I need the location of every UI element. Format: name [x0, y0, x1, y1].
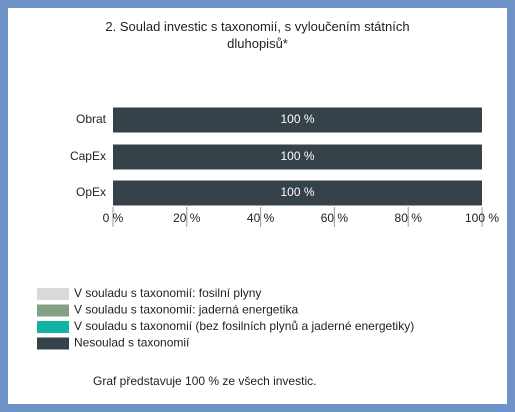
data-label: 100 % — [280, 185, 314, 199]
bar-segment — [113, 144, 482, 170]
bar-segment — [113, 107, 482, 133]
y-tick-label: CapEx — [70, 149, 106, 163]
y-tick-label: Obrat — [76, 112, 107, 126]
x-tick-label: 40 % — [247, 211, 275, 225]
note: Graf představuje 100 % ze všech investic… — [93, 374, 316, 388]
legend-label: V souladu s taxonomií (bez fosilních ply… — [74, 319, 414, 333]
legend-swatch — [37, 337, 69, 350]
y-tick-label: OpEx — [76, 185, 106, 199]
legend-swatch — [37, 321, 69, 333]
panel — [8, 8, 507, 404]
data-label: 100 % — [280, 112, 314, 126]
legend-label: Nesoulad s taxonomií — [74, 336, 190, 350]
legend-label: V souladu s taxonomií: fosilní plyny — [74, 286, 261, 300]
data-label: 100 % — [280, 149, 314, 163]
x-tick-label: 80 % — [395, 211, 423, 225]
legend-swatch — [37, 288, 69, 300]
bar-segment — [113, 180, 482, 206]
x-tick-label: 20 % — [173, 211, 201, 225]
x-tick-label: 0 % — [103, 211, 124, 225]
chart-title: 2. Soulad investic s taxonomií, s vylouč… — [105, 19, 410, 51]
legend-label: V souladu s taxonomií: jaderná energetik… — [74, 303, 298, 317]
x-tick-label: 60 % — [321, 211, 349, 225]
legend-swatch — [37, 304, 69, 317]
x-tick-label: 100 % — [465, 211, 499, 225]
